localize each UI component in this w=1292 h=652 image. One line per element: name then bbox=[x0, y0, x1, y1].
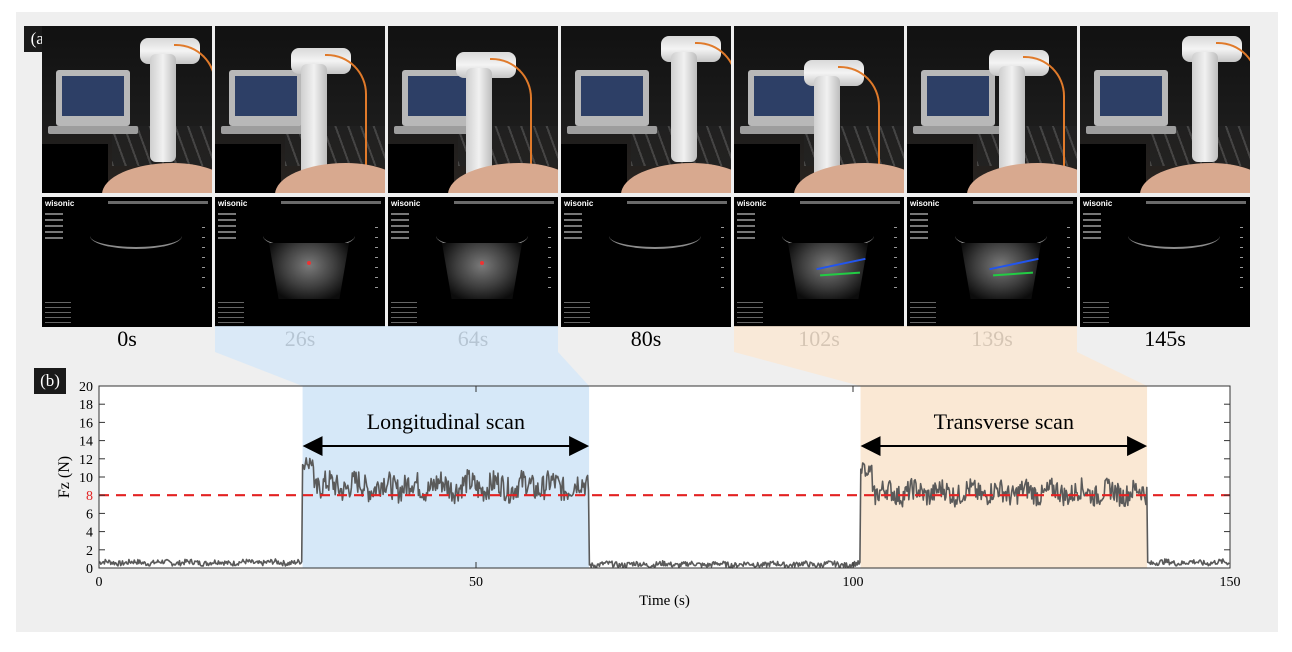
ultrasound-image: wisonic bbox=[561, 197, 731, 327]
y-tick-label: 12 bbox=[79, 453, 93, 468]
figure: (a) wisonic wisonic wisonic wisonic wisonic w… bbox=[16, 12, 1278, 632]
y-tick-label: 14 bbox=[79, 435, 93, 450]
force-chart: 0 2 4 6 8 10 12 14 16 18 20 0 50 100 150 Time (s) Fz (N)… bbox=[56, 326, 1241, 609]
ultrasound-image: wisonic bbox=[42, 197, 212, 327]
x-tick-label: 150 bbox=[1220, 575, 1241, 590]
ultrasound-brand: wisonic bbox=[391, 199, 421, 208]
x-axis-label: Time (s) bbox=[639, 593, 690, 609]
y-tick-label: 10 bbox=[79, 471, 93, 486]
ultrasound-image: wisonic bbox=[734, 197, 904, 327]
y-tick-label: 0 bbox=[86, 562, 93, 577]
robot-photo bbox=[1080, 26, 1250, 193]
ultrasound-image: wisonic bbox=[388, 197, 558, 327]
y-tick-label: 8 bbox=[86, 489, 93, 504]
y-tick-label: 20 bbox=[79, 380, 93, 395]
frame-time-label: 145s bbox=[1144, 326, 1186, 351]
y-tick-label: 2 bbox=[86, 544, 93, 559]
ultrasound-brand: wisonic bbox=[45, 199, 75, 208]
ultrasound-image: wisonic bbox=[215, 197, 385, 327]
connector-band bbox=[215, 352, 590, 386]
y-tick-label: 6 bbox=[86, 507, 93, 522]
ultrasound-brand: wisonic bbox=[1083, 199, 1113, 208]
ultrasound-brand: wisonic bbox=[564, 199, 594, 208]
ultrasound-brand: wisonic bbox=[218, 199, 248, 208]
robot-photo bbox=[388, 26, 558, 193]
y-tick-label: 18 bbox=[79, 398, 93, 413]
ultrasound-image: wisonic bbox=[1080, 197, 1250, 327]
x-tick-label: 100 bbox=[843, 575, 864, 590]
robot-photo bbox=[215, 26, 385, 193]
robot-photo bbox=[561, 26, 731, 193]
ultrasound-brand: wisonic bbox=[910, 199, 940, 208]
ultrasound-brand: wisonic bbox=[737, 199, 767, 208]
frame-time-label: 0s bbox=[117, 326, 137, 351]
panel-label-b: (b) bbox=[34, 368, 66, 394]
label-band bbox=[734, 326, 1077, 352]
ultrasound-image: wisonic bbox=[907, 197, 1077, 327]
force-series-line bbox=[98, 457, 1230, 569]
scan-label: Transverse scan bbox=[934, 409, 1074, 434]
connector-band bbox=[734, 352, 1148, 386]
scan-label: Longitudinal scan bbox=[367, 409, 525, 434]
y-tick-label: 4 bbox=[86, 526, 93, 541]
y-axis-label: Fz (N) bbox=[56, 456, 73, 498]
scan-region bbox=[860, 386, 1148, 568]
x-tick-label: 0 bbox=[96, 575, 103, 590]
robot-photo bbox=[734, 26, 904, 193]
y-tick-label: 16 bbox=[79, 416, 93, 431]
robot-photo bbox=[907, 26, 1077, 193]
x-tick-label: 50 bbox=[469, 575, 483, 590]
robot-photo bbox=[42, 26, 212, 193]
label-band bbox=[215, 326, 558, 352]
frame-time-label: 80s bbox=[630, 326, 662, 351]
